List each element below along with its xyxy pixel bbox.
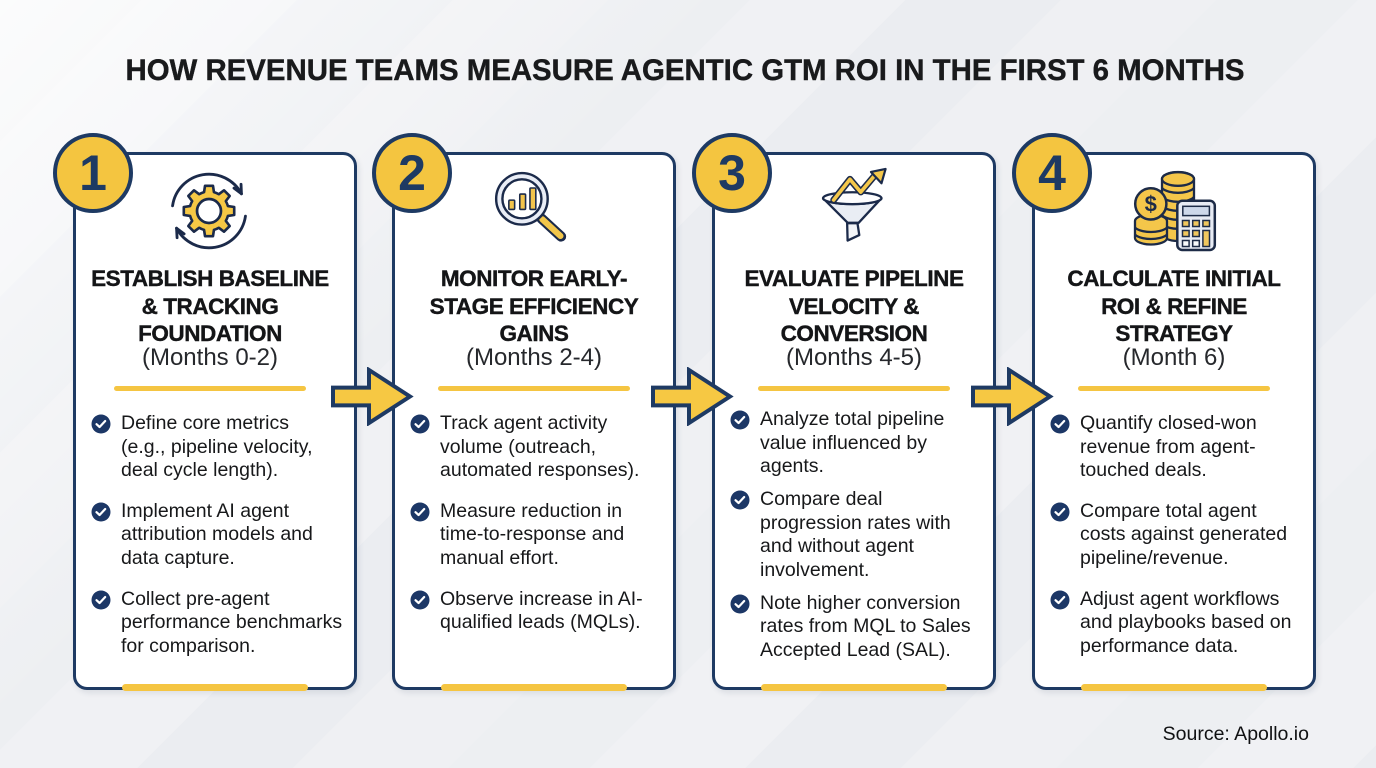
svg-text:$: $: [1145, 192, 1157, 217]
